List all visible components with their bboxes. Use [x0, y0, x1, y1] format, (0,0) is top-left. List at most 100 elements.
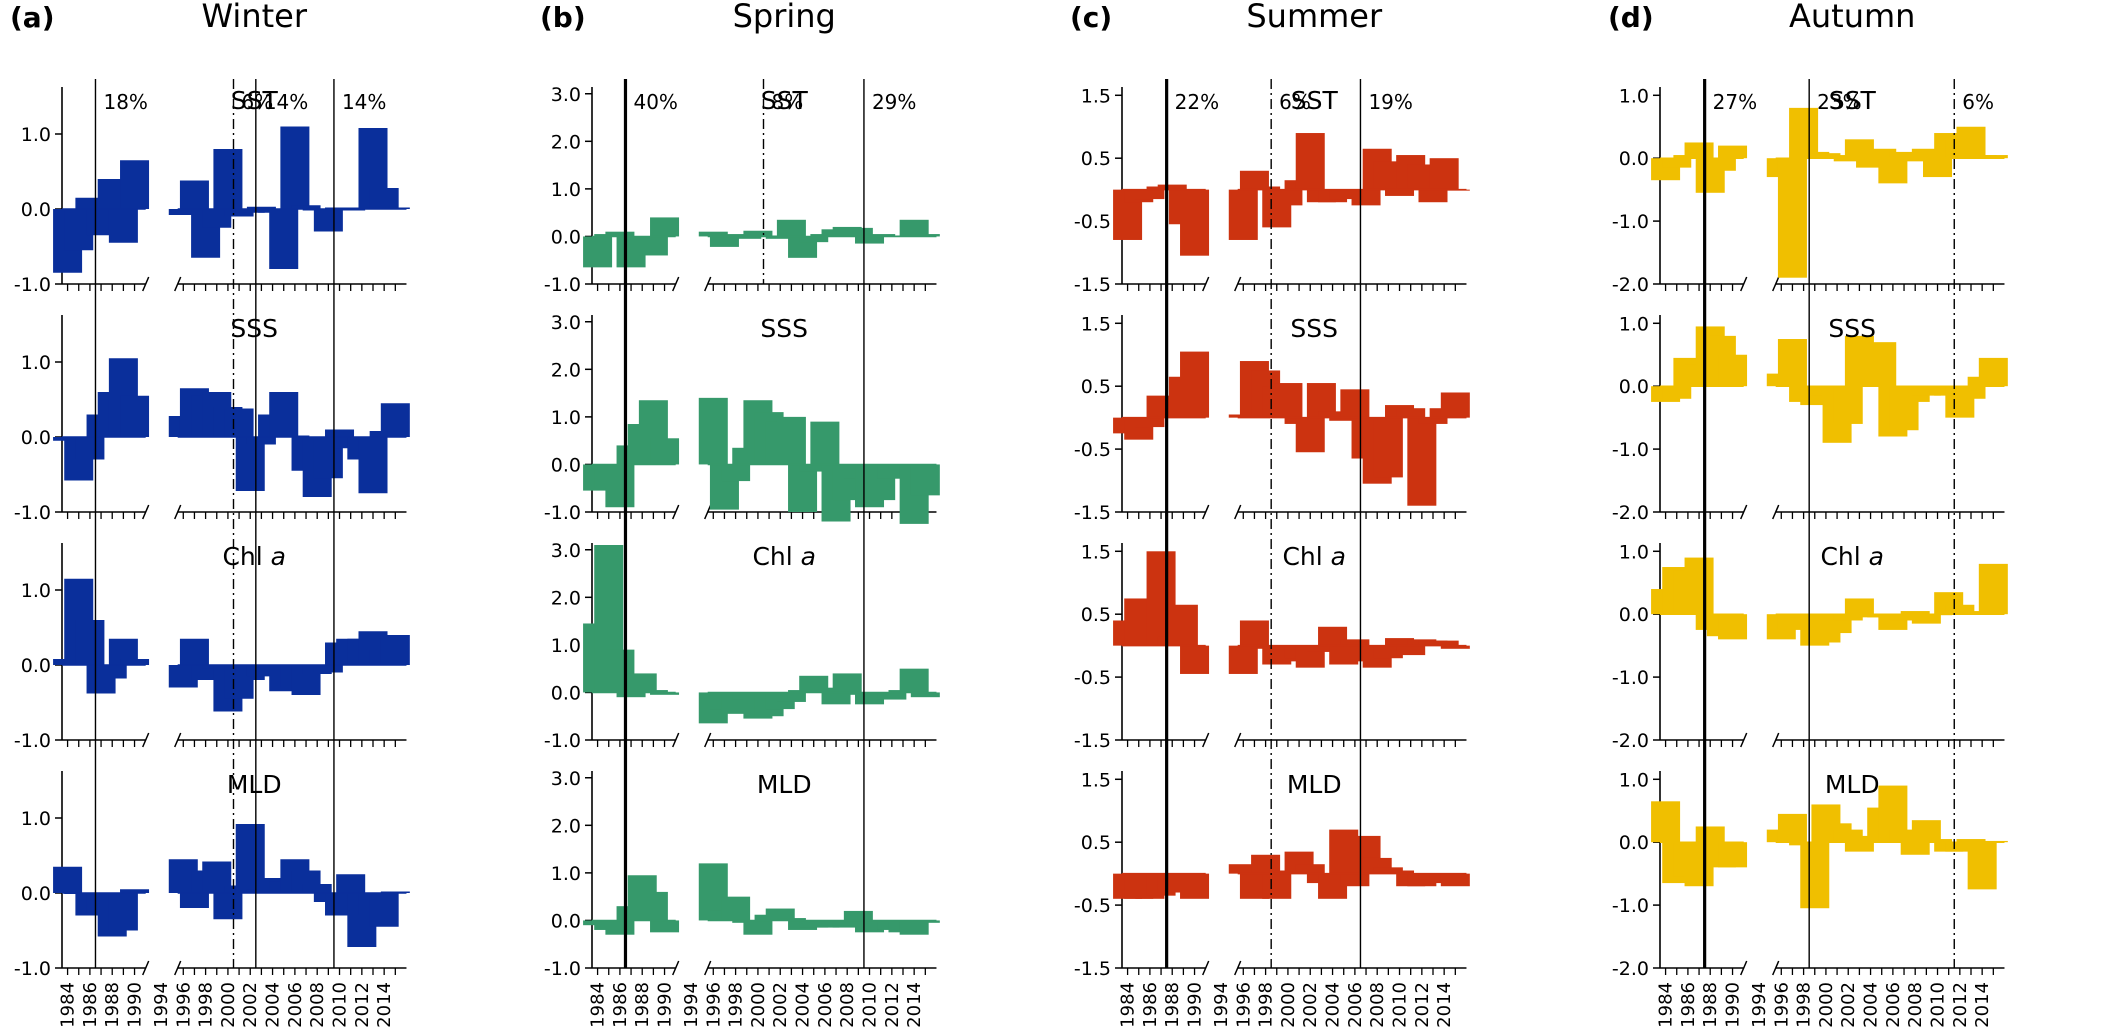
panel-letter: (a): [10, 1, 55, 34]
y-tick-label: 0.0: [1619, 604, 1649, 626]
axis-break-mark: [704, 732, 712, 748]
row-chl-a: 1.0 0.0 -1.0 Chl a: [14, 542, 410, 752]
axis-break-mark: [1740, 504, 1748, 520]
x-tick-label: 1996: [1233, 982, 1254, 1028]
y-tick-label: 2.0: [551, 587, 581, 609]
bar: [910, 464, 940, 496]
bar: [246, 206, 276, 209]
x-tick-label: 1988: [102, 982, 123, 1028]
bar: [380, 635, 410, 665]
bar: [1900, 842, 1930, 855]
x-tick-label: 2000: [748, 982, 769, 1028]
x-tick-label: 2004: [263, 982, 284, 1028]
x-tick-label: 2000: [218, 982, 239, 1028]
bar: [1373, 417, 1403, 478]
bar: [1718, 354, 1748, 387]
variable-label: Chl a: [222, 542, 286, 571]
regime-shift-percent: 6%: [1279, 90, 1311, 114]
x-tick-label: 2004: [793, 982, 814, 1028]
bar: [1956, 126, 1986, 159]
bar: [1273, 383, 1303, 418]
bar: [1157, 184, 1187, 190]
bar: [246, 437, 276, 445]
y-tick-label: 1.0: [551, 635, 581, 657]
x-tick-label: 2012: [352, 982, 373, 1028]
bar: [855, 692, 885, 705]
bar: [1867, 342, 1897, 387]
regime-shift-percent: 14%: [264, 90, 308, 114]
variable-label: SSS: [1828, 314, 1876, 343]
bar: [1777, 813, 1807, 843]
regime-shift-percent: 29%: [872, 90, 916, 114]
regime-shift-percent: 22%: [1175, 90, 1219, 114]
x-tick-label: 1984: [1118, 982, 1139, 1028]
bar: [1180, 189, 1210, 256]
axis-break-mark: [142, 732, 150, 748]
bar: [627, 673, 657, 693]
axis-break-mark: [1740, 960, 1748, 976]
x-tick-label: 1996: [1771, 982, 1792, 1028]
bar: [810, 421, 840, 465]
axis-break-mark: [672, 732, 680, 748]
axis-break-mark: [1202, 960, 1210, 976]
y-tick-label: 0.5: [1081, 832, 1111, 854]
bar: [709, 236, 739, 247]
y-tick-label: -1.0: [544, 958, 581, 980]
panel-letter: (d): [1608, 1, 1654, 34]
bar: [605, 920, 635, 935]
axis-break-mark: [1772, 960, 1780, 976]
x-tick-label: 1994: [151, 982, 172, 1028]
bar: [605, 231, 635, 237]
x-tick-label: 2002: [240, 982, 261, 1028]
bar: [313, 665, 343, 673]
bar: [1351, 189, 1381, 206]
axis-break-mark: [1740, 732, 1748, 748]
bar: [358, 437, 388, 494]
bar: [743, 920, 773, 935]
variable-label: SST: [231, 86, 279, 115]
axis-break-mark: [1234, 960, 1242, 976]
bar: [179, 893, 209, 908]
bar: [788, 464, 818, 512]
bar: [899, 668, 929, 693]
bar: [179, 180, 209, 209]
x-tick-label: 2012: [1950, 982, 1971, 1028]
bar: [616, 692, 646, 698]
axis-break-mark: [704, 276, 712, 292]
y-tick-label: -1.5: [1074, 502, 1111, 524]
y-tick-label: -1.0: [1612, 439, 1649, 461]
bar: [1329, 645, 1359, 665]
bar: [1168, 604, 1198, 646]
x-tick-label: 1990: [1723, 982, 1744, 1028]
bar: [638, 236, 668, 256]
bar: [75, 197, 105, 209]
bar: [1340, 873, 1370, 887]
x-tick-label: 1996: [703, 982, 724, 1028]
bar: [776, 918, 806, 921]
regime-shift-percent: 23%: [1817, 90, 1861, 114]
bar: [1684, 557, 1714, 615]
y-tick-label: 0.0: [1619, 148, 1649, 170]
y-tick-label: 1.0: [1619, 313, 1649, 335]
row-sss: 1.0 0.0 -1.0 -2.0 SSS: [1612, 313, 2008, 524]
y-tick-label: 2.0: [551, 815, 581, 837]
bar: [1889, 614, 1919, 621]
panel-winter: (a) Winter 1.0 0.0 -1.0 SST 1.0 0.0 -1.0 SSS 1.0 0.…: [10, 0, 410, 1028]
bar: [1306, 645, 1336, 652]
bar: [650, 920, 680, 933]
bar: [765, 236, 795, 239]
y-tick-label: -2.0: [1612, 958, 1649, 980]
bar: [1429, 640, 1459, 646]
bar: [1833, 386, 1863, 424]
x-tick-label: 2014: [1434, 982, 1455, 1028]
y-tick-label: 2.0: [551, 359, 581, 381]
row-sss: 1.5 0.5 -0.5 -1.5 SSS: [1074, 313, 1470, 524]
season-title: Autumn: [1789, 0, 1915, 35]
bar: [1385, 638, 1415, 646]
variable-label: Chl a: [1282, 542, 1346, 571]
season-title: Summer: [1246, 0, 1383, 35]
x-tick-label: 2010: [1390, 982, 1411, 1028]
y-tick-label: 1.0: [1619, 85, 1649, 107]
bar: [899, 219, 929, 237]
